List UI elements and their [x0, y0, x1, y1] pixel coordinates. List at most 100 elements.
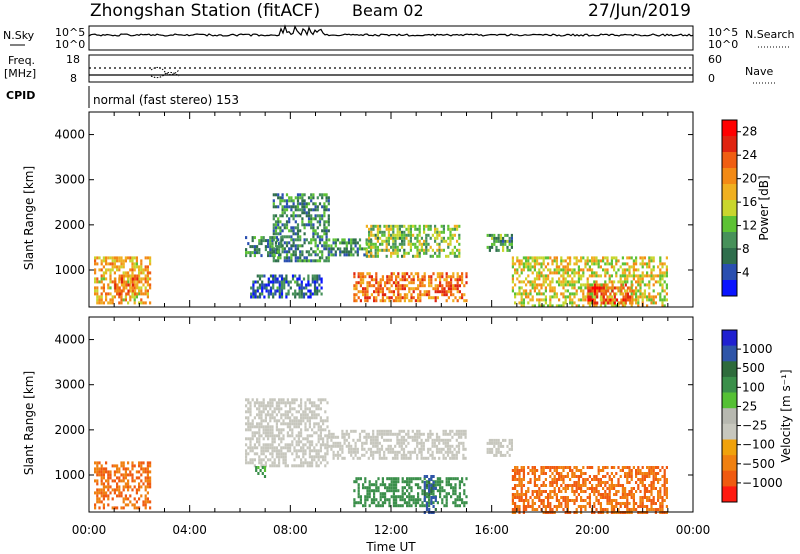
echo-cell — [419, 498, 422, 502]
echo-cell — [389, 429, 392, 433]
echo-cell — [604, 274, 607, 278]
echo-cell — [296, 205, 300, 209]
echo-cell — [364, 477, 367, 481]
echo-cell — [637, 277, 640, 281]
echo-cell — [286, 398, 289, 402]
echo-cell — [327, 208, 330, 212]
echo-cell — [98, 301, 101, 305]
echo-cell — [613, 505, 616, 508]
echo-cell — [599, 502, 602, 505]
echo-cell — [564, 484, 567, 487]
echo-cell — [383, 453, 386, 457]
echo-cell — [102, 289, 105, 293]
echo-cell — [608, 502, 611, 505]
echo-cell — [549, 268, 552, 272]
echo-cell — [122, 467, 125, 471]
power-colorbar-label: Power [dB] — [757, 175, 771, 240]
echo-cell — [258, 407, 261, 411]
echo-cell — [428, 501, 431, 505]
echo-cell — [432, 296, 435, 300]
echo-cell — [385, 248, 388, 252]
echo-cell — [520, 493, 523, 496]
echo-cell — [610, 502, 613, 505]
echo-cell — [652, 481, 655, 484]
echo-cell — [428, 284, 431, 288]
echo-cell — [370, 230, 373, 234]
echo-cell — [661, 283, 664, 287]
echo-cell — [388, 281, 391, 285]
echo-cell — [274, 241, 278, 245]
echo-cell — [316, 277, 319, 281]
echo-cell — [134, 274, 137, 278]
echo-cell — [359, 299, 362, 303]
colorbar-tick-label: 20 — [742, 172, 757, 186]
echo-cell — [635, 280, 638, 284]
echo-cell — [350, 247, 353, 251]
echo-cell — [431, 254, 434, 258]
echo-cell — [373, 495, 376, 499]
echo-cell — [661, 298, 664, 302]
echo-cell — [518, 274, 521, 278]
echo-cell — [284, 458, 287, 462]
echo-cell — [262, 239, 265, 243]
echo-cell — [628, 472, 631, 475]
echo-cell — [343, 456, 346, 460]
echo-cell — [413, 447, 417, 451]
echo-cell — [261, 274, 264, 278]
echo-cell — [549, 469, 552, 472]
echo-cell — [641, 502, 644, 505]
echo-cell — [131, 289, 134, 293]
echo-cell — [368, 230, 371, 234]
echo-cell — [544, 256, 547, 260]
echo-cell — [362, 287, 365, 291]
echo-cell — [131, 479, 134, 483]
echo-cell — [283, 256, 286, 260]
echo-cell — [312, 226, 315, 230]
echo-cell — [438, 441, 441, 445]
echo-cell — [294, 289, 297, 293]
echo-cell — [441, 498, 444, 502]
echo-cell — [354, 244, 357, 248]
echo-cell — [252, 289, 255, 293]
echo-cell — [303, 202, 306, 206]
echo-cell — [260, 422, 263, 426]
echo-cell — [253, 458, 256, 462]
echo-cell — [392, 489, 395, 493]
echo-cell — [454, 486, 457, 490]
echo-cell — [366, 290, 369, 294]
echo-cell — [359, 281, 362, 285]
echo-cell — [632, 289, 635, 293]
echo-cell — [288, 235, 291, 239]
echo-cell — [370, 254, 373, 258]
echo-cell — [281, 250, 284, 254]
echo-cell — [518, 475, 521, 478]
echo-cell — [370, 242, 373, 246]
echo-cell — [449, 230, 452, 234]
echo-cell — [571, 487, 574, 490]
echo-cell — [269, 428, 272, 432]
echo-cell — [542, 499, 545, 502]
echo-cell — [408, 275, 411, 279]
echo-cell — [566, 256, 569, 260]
echo-cell — [610, 466, 613, 469]
echo-cell — [385, 254, 388, 258]
echo-cell — [661, 499, 664, 502]
echo-cell — [279, 232, 282, 236]
colorbar-tick-label: 1000 — [742, 342, 773, 356]
echo-cell — [458, 224, 461, 228]
echo-cell — [255, 466, 258, 469]
echo-cell — [304, 404, 307, 408]
echo-cell — [394, 450, 397, 454]
echo-cell — [409, 245, 412, 249]
echo-cell — [297, 464, 300, 468]
echo-cell — [322, 419, 325, 423]
echo-cell — [436, 284, 439, 288]
echo-cell — [343, 241, 346, 245]
echo-cell — [560, 490, 563, 493]
echo-cell — [571, 277, 574, 281]
echo-cell — [317, 449, 320, 453]
echo-cell — [531, 271, 534, 275]
echo-cell — [652, 466, 655, 469]
echo-cell — [366, 486, 369, 490]
echo-cell — [370, 489, 373, 493]
